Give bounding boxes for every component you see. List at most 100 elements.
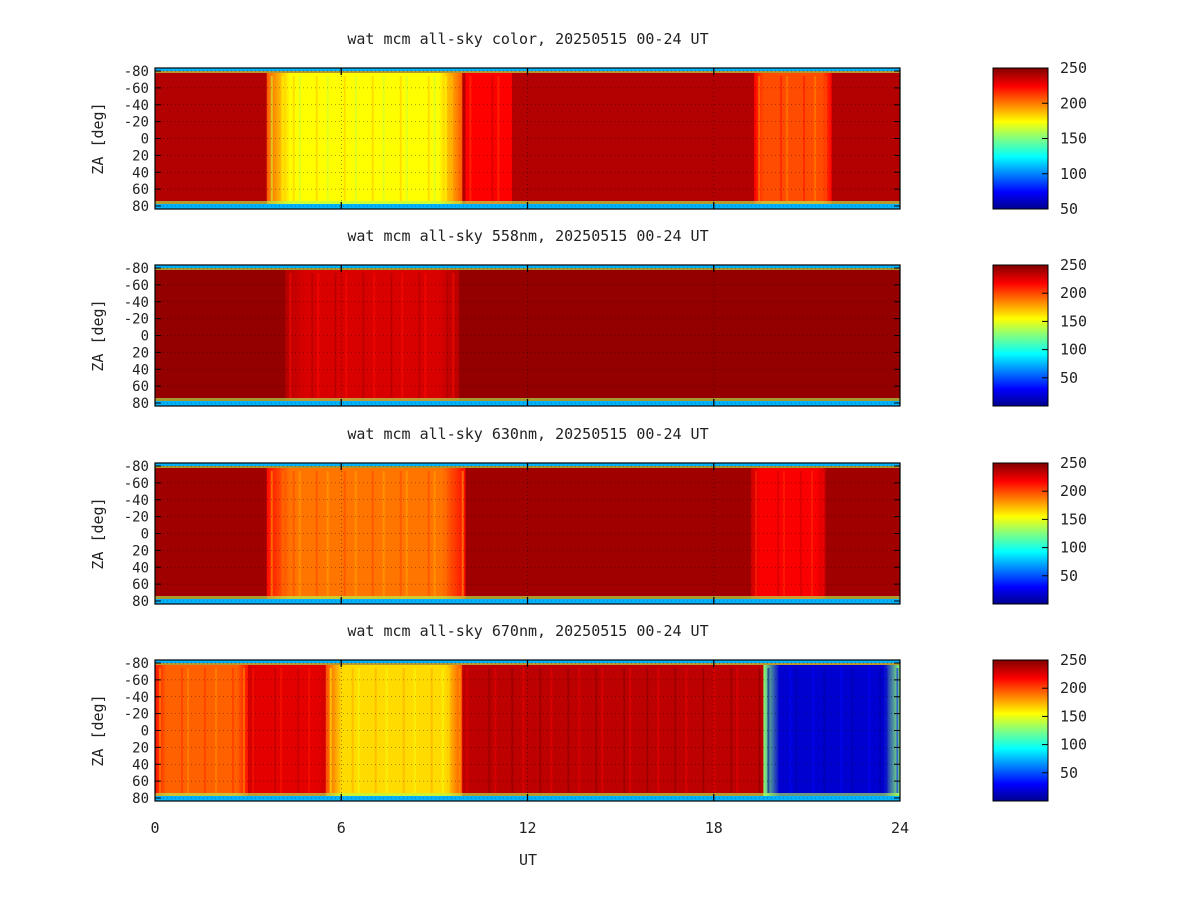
y-tick-label: 60 <box>132 379 149 395</box>
colorbar-tick-label: 150 <box>1060 707 1087 725</box>
heatmap-streak <box>360 76 363 201</box>
heatmap-streak <box>488 668 491 793</box>
heatmap-streak <box>416 76 419 201</box>
heatmap-streak <box>337 76 340 201</box>
heatmap-streak <box>405 76 408 201</box>
x-tick-label: 12 <box>518 819 536 837</box>
heatmap-streak <box>427 76 430 201</box>
colorbar-tick-label: 250 <box>1060 454 1087 472</box>
colorbar-tick-label: 50 <box>1060 567 1078 585</box>
heatmap-feature <box>754 73 832 204</box>
heatmap-streak <box>812 668 815 793</box>
keogram-panel-4: wat mcm all-sky 670nm, 20250515 00-24 UT… <box>89 622 1087 837</box>
colorbar: 50 100 150 200 250 <box>992 59 1087 218</box>
heatmap-streak <box>419 668 422 793</box>
heatmap-streak <box>308 668 311 793</box>
heatmap-streak <box>623 668 626 793</box>
heatmap-streak <box>405 471 408 596</box>
colorbar-tick-label: 200 <box>1060 284 1087 302</box>
colorbar-tick-label: 250 <box>1060 256 1087 274</box>
y-tick-label: -60 <box>124 81 149 97</box>
heatmap-streak <box>281 76 284 201</box>
y-tick-label: -60 <box>124 278 149 294</box>
heatmap-streak <box>300 273 303 398</box>
heatmap-streak <box>480 76 483 201</box>
y-axis-title: ZA [deg] <box>89 299 107 371</box>
heatmap-streak <box>640 668 643 793</box>
heatmap-streak <box>280 668 283 793</box>
heatmap-streak <box>204 668 206 793</box>
heatmap-streak <box>452 273 455 398</box>
colorbar: 50 100 150 200 250 <box>992 651 1087 802</box>
heatmap-streak <box>556 668 559 793</box>
heatmap-streak <box>767 668 770 793</box>
heatmap-streak <box>407 273 410 398</box>
y-tick-label: 0 <box>141 527 149 543</box>
y-tick-label: -40 <box>124 690 149 706</box>
y-tick-label: -80 <box>124 261 149 277</box>
y-tick-label: 60 <box>132 774 149 790</box>
heatmap-streak <box>747 668 750 793</box>
heatmap-streak <box>567 668 570 793</box>
heatmap-streak <box>399 471 402 596</box>
y-tick-label: -60 <box>124 673 149 689</box>
panel-title: wat mcm all-sky 558nm, 20250515 00-24 UT <box>347 227 708 245</box>
heatmap-streak <box>357 668 360 793</box>
heatmap-streak <box>413 668 416 793</box>
y-tick-label: 0 <box>141 329 149 345</box>
heatmap-streak <box>401 273 404 398</box>
plot-frame <box>154 264 901 407</box>
heatmap-streak <box>441 668 444 793</box>
y-tick-label: 60 <box>132 577 149 593</box>
heatmap-streak <box>539 668 542 793</box>
heatmap-streak <box>309 471 312 596</box>
heatmap-streak <box>803 76 806 201</box>
y-tick-label: 20 <box>132 148 149 164</box>
heatmap-streak <box>601 668 604 793</box>
heatmap-feature <box>285 270 460 401</box>
heatmap-streak <box>668 668 671 793</box>
heatmap-streak <box>840 668 843 793</box>
heatmap-streak <box>291 668 294 793</box>
y-tick-label: 40 <box>132 362 149 378</box>
heatmap-streak <box>533 668 536 793</box>
y-axis-title: ZA [deg] <box>89 497 107 569</box>
y-tick-label: 0 <box>141 724 149 740</box>
heatmap-streak <box>795 668 798 793</box>
heatmap-streak <box>657 668 660 793</box>
x-tick-label: 6 <box>337 819 346 837</box>
y-tick-label: -40 <box>124 295 149 311</box>
heatmap-streak <box>315 471 318 596</box>
heatmap-streak <box>736 668 739 793</box>
heatmap-feature <box>266 73 463 204</box>
y-tick-label: 20 <box>132 543 149 559</box>
plot-frame <box>154 67 901 210</box>
y-tick-label: 20 <box>132 345 149 361</box>
heatmap-streak <box>477 668 480 793</box>
colorbar-tick-label: 200 <box>1060 94 1087 112</box>
y-tick-label: -80 <box>124 459 149 475</box>
x-tick-label: 18 <box>705 819 723 837</box>
heatmap-streak <box>292 471 295 596</box>
heatmap-streak <box>823 668 826 793</box>
heatmap-streak <box>780 76 783 201</box>
heatmap-streak <box>319 668 322 793</box>
colorbar-tick-label: 50 <box>1060 369 1078 387</box>
heatmap-streak <box>851 668 854 793</box>
colorbar-tick-label: 100 <box>1060 341 1087 359</box>
heatmap-feature <box>248 665 326 796</box>
heatmap-streak <box>511 668 514 793</box>
y-tick-label: -60 <box>124 476 149 492</box>
heatmap-streak <box>317 273 320 398</box>
heatmap-streak <box>433 76 436 201</box>
heatmap-streak <box>857 668 860 793</box>
heatmap-streak <box>868 668 871 793</box>
heatmap-streak <box>351 668 354 793</box>
heatmap-streak <box>447 668 450 793</box>
heatmap-streak <box>879 668 882 793</box>
heatmap-streak <box>315 76 318 201</box>
heatmap-feature <box>751 468 826 599</box>
y-tick-label: 0 <box>141 132 149 148</box>
heatmap-streak <box>388 76 391 201</box>
heatmap-streak <box>360 471 363 596</box>
